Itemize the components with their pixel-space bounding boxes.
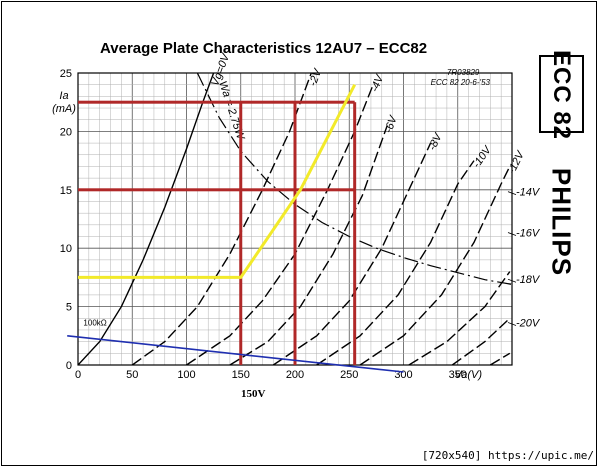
- y-tick-label: 15: [60, 185, 72, 197]
- image-host-footer: [720x540] https://upic.me/: [421, 449, 594, 462]
- grid-bias-curve: [408, 271, 511, 365]
- curve-label-outside: -20V: [516, 317, 541, 329]
- grid-bias-curve: [272, 142, 432, 365]
- curve-label: -12V: [506, 148, 528, 176]
- y-axis-label-unit: (mA): [52, 103, 76, 115]
- x-tick-label: 150: [232, 369, 250, 381]
- curve-label: -6V: [383, 113, 401, 135]
- outside-label-leader: [507, 232, 517, 236]
- outside-label-leader: [507, 278, 517, 283]
- y-tick-label: 20: [60, 126, 72, 138]
- grid-bias-curve: [78, 73, 215, 365]
- drawing-date: ECC 82 20-6-'53: [431, 78, 491, 87]
- yellow-operating-line: [78, 84, 357, 279]
- red-horizontal-line: [78, 188, 355, 192]
- grid-bias-curve: [359, 166, 511, 365]
- load-line: [67, 335, 404, 373]
- x-tick-label: 50: [126, 369, 138, 381]
- y-tick-label: 10: [60, 243, 72, 255]
- curve-label-outside: -18V: [516, 274, 541, 286]
- x-tick-label: 250: [340, 369, 358, 381]
- red-vertical-line: [293, 102, 297, 365]
- grid-bias-curve: [316, 160, 475, 365]
- curve-label: -4V: [369, 72, 387, 94]
- tube-label-box: [539, 55, 584, 133]
- curve-label: -8V: [426, 130, 445, 152]
- drawing-reference: 7R03829: [447, 68, 480, 77]
- grid-bias-curve: [131, 73, 312, 365]
- outside-label-leader: [507, 191, 517, 196]
- load-line-label: 100kΩ: [83, 318, 106, 327]
- tube-type-label: ECC 82: [548, 49, 575, 141]
- x-tick-label: 350: [449, 369, 467, 381]
- grid-bias-curve: [229, 125, 388, 365]
- y-tick-label: 0: [66, 360, 72, 372]
- y-tick-label: 5: [66, 302, 72, 314]
- red-vertical-line: [353, 102, 357, 365]
- x-tick-label: 200: [286, 369, 304, 381]
- x-tick-label: 100: [177, 369, 195, 381]
- dissipation-curve: [196, 73, 512, 285]
- x-axis-label: Va(V): [454, 369, 482, 381]
- grid-bias-curve: [489, 352, 511, 365]
- y-axis-label-symbol: Ia: [59, 90, 68, 102]
- grid-bias-curve: [451, 317, 511, 365]
- red-horizontal-line: [78, 100, 355, 104]
- brand-logo: PHILIPS: [546, 167, 577, 277]
- red-vertical-line: [239, 102, 243, 365]
- x-tick-label: 0: [75, 369, 81, 381]
- outside-label-leader: [507, 322, 517, 326]
- curve-label-outside: -16V: [516, 228, 541, 240]
- y-tick-label: 25: [60, 68, 72, 80]
- chart-title: Average Plate Characteristics 12AU7 – EC…: [100, 40, 428, 57]
- curve-label-outside: -14V: [516, 187, 541, 199]
- operating-voltage-marker: 150V: [241, 388, 266, 400]
